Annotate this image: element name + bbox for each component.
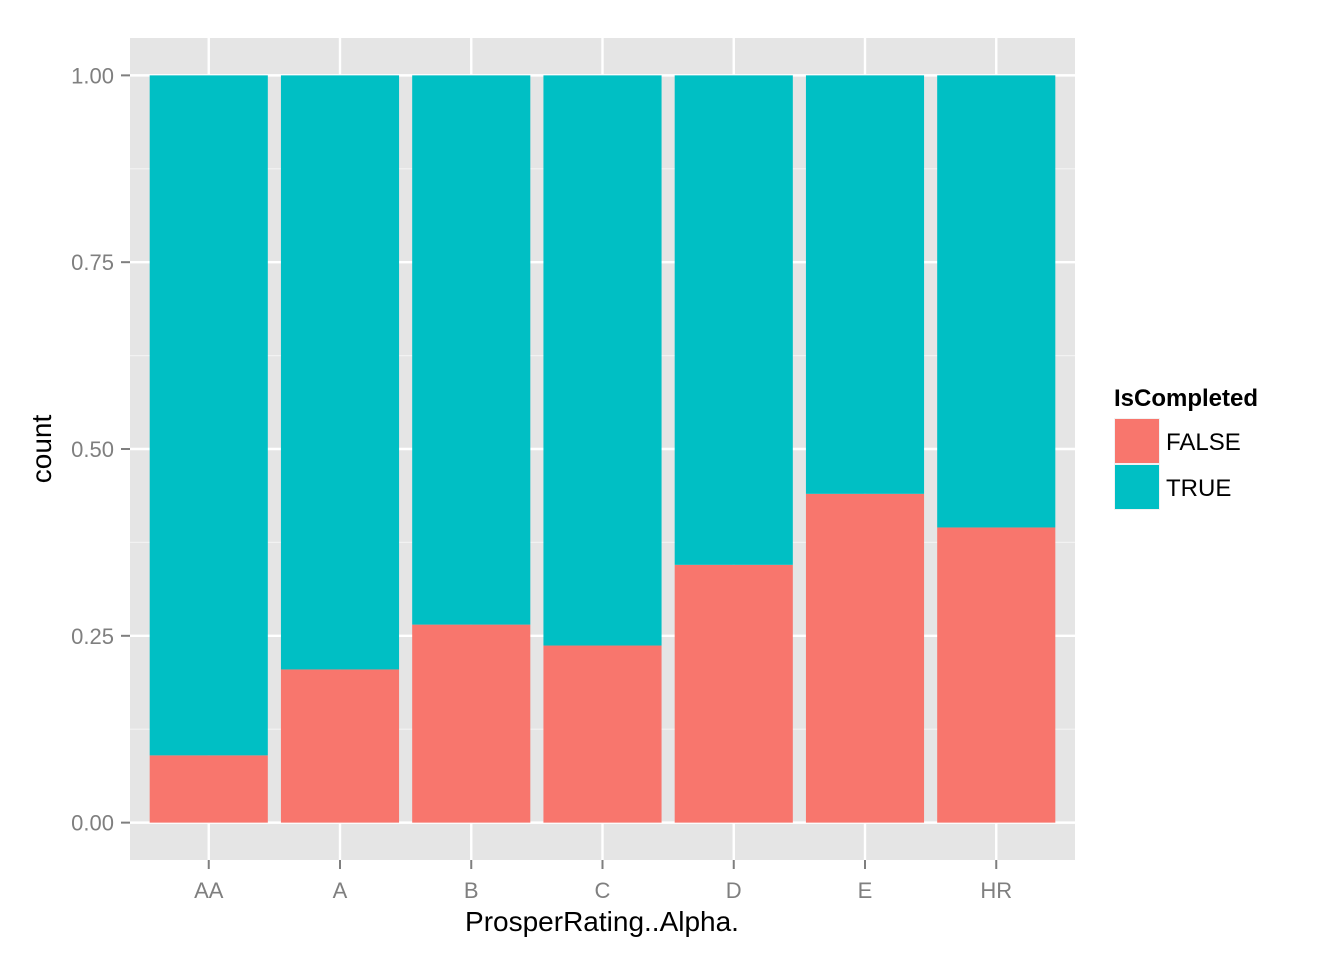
bar-true-aa <box>149 75 268 756</box>
x-tick-label: AA <box>194 878 224 903</box>
y-axis-title: count <box>26 415 57 484</box>
bars <box>149 75 1056 823</box>
bar-true-b <box>412 75 531 625</box>
x-tick-label: HR <box>980 878 1012 903</box>
bar-false-d <box>674 564 793 823</box>
bar-true-hr <box>937 75 1056 528</box>
x-tick-label: C <box>595 878 611 903</box>
legend-label-true: TRUE <box>1166 475 1231 502</box>
legend: IsCompleted FALSE TRUE <box>1114 385 1258 510</box>
bar-false-c <box>543 645 662 823</box>
y-tick-label: 0.50 <box>71 437 114 462</box>
y-tick-label: 0.25 <box>71 624 114 649</box>
bar-false-e <box>805 493 925 823</box>
x-tick-label: A <box>333 878 348 903</box>
bar-true-c <box>543 75 662 646</box>
x-tick-label: E <box>858 878 873 903</box>
x-axis: AA A B C D E HR <box>194 860 1012 903</box>
y-axis: 0.00 0.25 0.50 0.75 1.00 <box>71 63 130 836</box>
bar-true-e <box>805 75 925 494</box>
bar-false-a <box>280 669 400 823</box>
legend-label-false: FALSE <box>1166 429 1241 456</box>
y-tick-label: 1.00 <box>71 63 114 88</box>
legend-title: IsCompleted <box>1114 385 1258 412</box>
y-tick-label: 0.75 <box>71 250 114 275</box>
bar-false-aa <box>149 755 268 823</box>
bar-false-hr <box>937 527 1056 823</box>
x-tick-label: B <box>464 878 479 903</box>
y-tick-label: 0.00 <box>71 811 114 836</box>
legend-swatch-true <box>1115 465 1159 509</box>
bar-true-d <box>674 75 793 565</box>
bar-false-b <box>412 624 531 823</box>
x-tick-label: D <box>726 878 742 903</box>
bar-true-a <box>280 75 400 670</box>
x-axis-title: ProsperRating..Alpha. <box>465 906 739 937</box>
legend-swatch-false <box>1115 419 1159 463</box>
